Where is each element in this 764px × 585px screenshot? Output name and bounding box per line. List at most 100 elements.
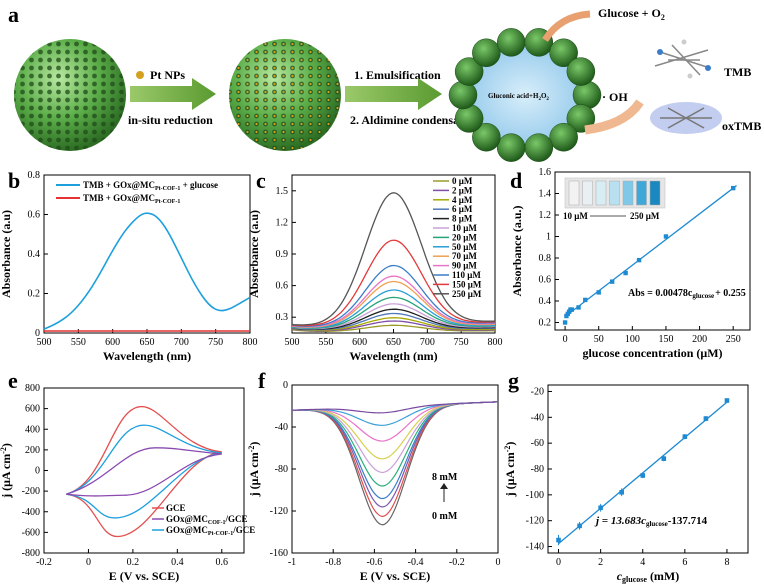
vial-icon-0 [568,180,580,206]
xtick-c-4: 700 [420,337,435,348]
series-f-2 [291,401,499,508]
legend-c-entry-3: 6 μM [452,204,473,214]
panel-label-c: c [256,168,266,193]
oh-label: · OH [602,90,628,104]
xtick-b-3: 650 [140,337,155,348]
oxtmb-label: oxTMB [722,119,761,133]
gluconic-label: Gluconic acid+H2O2 [488,92,549,102]
panel-label-f: f [258,368,266,393]
ytick-f-3: -40 [275,422,288,433]
xtick-e-0: -0.2 [36,557,52,568]
cv-curve-e-1 [66,424,222,519]
ytick-e-4: 0 [35,466,40,477]
ytick-e-8: 800 [25,383,40,394]
legend-c-entry-5: 10 μM [452,223,477,233]
series-c-8 [291,280,496,328]
xlabel-f: E (V vs. SCE) [360,569,430,583]
panel-label-e: e [8,368,18,393]
ylabel-b: Absorbance (a.u) [0,210,13,298]
xtick-b-0: 500 [37,337,52,348]
point-d-12 [663,234,669,239]
vial-icon-1 [582,180,593,206]
arrow-2-icon [345,78,442,110]
cof-shell-sphere-icon-12 [549,38,578,68]
ytick-d-1: 0.4 [539,296,552,307]
ytick-e-3: -200 [22,486,40,497]
pt-np-icon [136,71,144,79]
series-f-3 [292,401,499,500]
panel-label-g: g [508,368,519,393]
legend-e-entry-2: GOx@MCPt-COF-1/GCE [166,525,255,537]
ytick-g-3: -80 [531,464,544,475]
xtick-g-2: 4 [640,557,645,568]
tmb-molecule-icon [654,39,711,79]
ytick-e-7: 600 [25,404,40,415]
vial-icon-4 [622,180,634,206]
ytick-g-5: -40 [531,412,544,423]
plot-frame-e [43,387,245,554]
fit-line-d [568,185,737,315]
cof-shell-sphere-icon-13 [566,57,596,86]
ytick-e-1: -600 [22,527,40,538]
legend-c-entry-7: 50 μM [452,242,477,252]
legend-b: TMB + GOx@MCPt-COF-1 + glucose TMB + GOx… [56,180,218,205]
xlabel-c: Wavelength (nm) [349,349,437,363]
cv-curve-e-0 [66,405,222,538]
point-d-13 [730,185,736,191]
vial-icon-3 [609,180,620,206]
cof-shell-sphere-icon-3 [524,133,554,162]
ytick-c-3: 1.2 [276,217,289,228]
cv-curve-e-2 [66,447,222,497]
ytick-b-4: 0.8 [28,170,41,181]
ytick-d-2: 0.6 [539,274,552,285]
point-g-7 [703,416,709,421]
ytick-d-0: 0.2 [539,317,552,328]
xtick-d-3: 150 [658,334,673,345]
glucose-arrow-icon [542,10,591,42]
ytick-b-1: 0.2 [28,289,41,300]
legend-e-entry-0: GCE [166,503,186,513]
series-c-10 [291,264,496,327]
xtick-e-2: 0.2 [127,557,140,568]
xtick-b-1: 550 [71,337,86,348]
panel-b: b 500 550 600 650 700 750 800 0 0.2 0.4 0.6 0.8 Wave… [0,168,258,363]
legend-c-entry-2: 4 μM [452,195,473,205]
ytick-g-4: -60 [531,438,544,449]
point-d-6 [576,305,581,310]
ytick-f-2: -80 [275,464,288,475]
xlabel-g: cglucose (mM) [617,569,680,584]
ytick-e-0: -800 [22,548,40,559]
ytick-b-2: 0.4 [28,249,41,260]
panel-label-d: d [510,168,522,193]
legend-c-entry-4: 8 μM [452,214,473,224]
point-g-1 [577,523,582,529]
xtick-e-4: 0.6 [216,557,229,568]
ytick-c-4: 1.5 [276,186,289,197]
ytick-g-1: -120 [526,516,544,527]
xtick-f-1: -0.8 [325,557,341,568]
series-c-6 [291,296,495,329]
vial-icon-6 [649,180,661,206]
panel-d: d 0 50 100 150 200 250 0.2 0.4 0.6 0.8 1 1.2 1.4 1.6 g… [510,167,751,360]
xtick-c-0: 500 [285,337,300,348]
point-d-7 [583,297,588,303]
equation-g: j = 13.683cglucose-137.714 [594,515,708,528]
series-f-7 [291,401,499,442]
ytick-d-6: 1.4 [539,188,552,199]
panel-label-a: a [8,2,19,27]
panel-label-b: b [8,168,20,193]
ytick-c-1: 0.6 [276,281,289,292]
increase-arrowhead-icon [440,483,448,489]
ytick-d-7: 1.6 [539,167,552,178]
xlabel-d: glucose concentration (μM) [582,346,722,360]
vial-inset: 10 μM 250 μM [563,177,666,221]
annot-0mm: 0 mM [432,511,458,522]
point-d-9 [609,279,615,284]
cof-sphere [14,39,126,151]
xlabel-e: E (V vs. SCE) [109,569,179,583]
legend-e: GCE GOx@MCCOF-1/GCE GOx@MCPt-COF-1/GCE [152,503,255,537]
arrow-1-icon [130,78,216,110]
series-f-1 [291,401,499,517]
legend-c-entry-0: 0 μM [452,176,473,186]
